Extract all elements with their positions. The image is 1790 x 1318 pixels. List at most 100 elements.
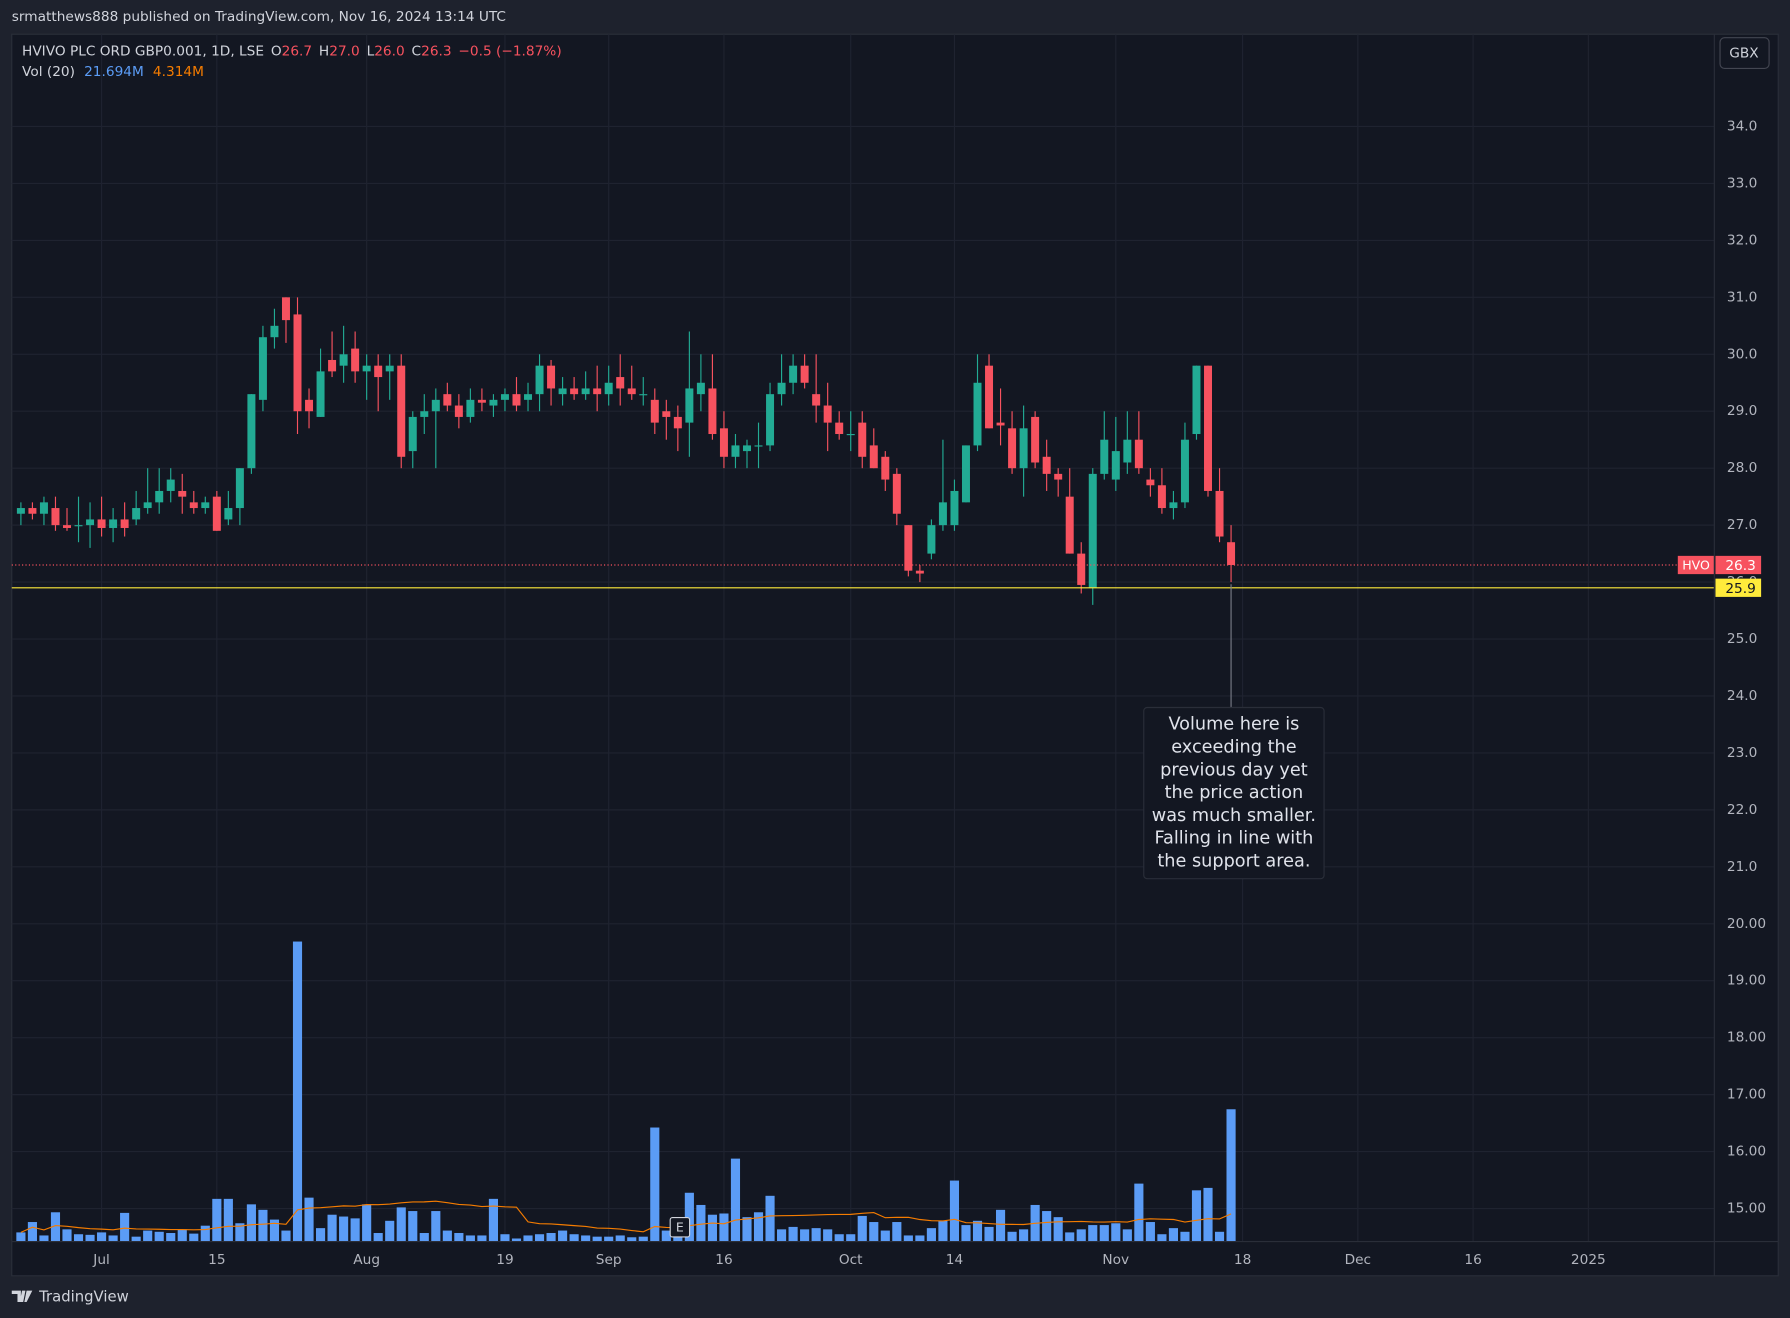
candle-body: [938, 502, 947, 526]
chart-frame: [11, 33, 1779, 1277]
volume-bar: [558, 1230, 568, 1242]
candle-body: [489, 399, 498, 406]
volume-bar: [500, 1234, 510, 1242]
y-tick-label: 33.0: [1727, 175, 1757, 191]
candle-body: [754, 445, 763, 447]
candle-body: [408, 416, 417, 452]
volume-bar: [419, 1233, 429, 1242]
candle-body: [362, 365, 371, 372]
currency-button[interactable]: [1719, 37, 1770, 70]
legend-key: H: [319, 43, 329, 59]
volume-bar: [1180, 1231, 1190, 1242]
candle-body: [800, 365, 809, 383]
candle-body: [281, 297, 290, 321]
volume-bar: [627, 1237, 637, 1242]
candle-body: [904, 525, 913, 571]
candle-body: [766, 394, 775, 446]
candle-body: [86, 519, 95, 526]
legend-value: 26.0: [374, 43, 404, 59]
volume-bar: [1214, 1231, 1225, 1242]
volume-bar: [765, 1195, 775, 1242]
x-tick-label: 2025: [1571, 1252, 1606, 1268]
x-tick-label: 16: [715, 1252, 732, 1268]
volume-legend: Vol (20) 21.694M 4.314M: [22, 64, 204, 80]
volume-bar: [834, 1234, 844, 1242]
volume-bar: [880, 1230, 890, 1242]
y-tick-label: 31.0: [1727, 289, 1757, 305]
volume-bar: [1007, 1231, 1017, 1242]
volume-bar: [707, 1214, 717, 1242]
candle-body: [927, 525, 936, 554]
volume-bar: [788, 1226, 798, 1242]
candle-body: [420, 411, 429, 417]
volume-bar: [223, 1198, 233, 1242]
volume-bar: [719, 1213, 729, 1242]
published-line: srmatthews888 published on TradingView.c…: [12, 9, 506, 25]
earnings-marker-box: [669, 1217, 691, 1238]
volume-bar: [189, 1233, 199, 1242]
candle-body: [500, 394, 509, 400]
candle-body: [593, 388, 602, 395]
candle-body: [224, 508, 233, 520]
candle-body: [996, 422, 1005, 426]
candle-body: [328, 359, 337, 372]
candle-body: [1169, 502, 1178, 509]
volume-bar: [823, 1229, 833, 1242]
volume-bar: [1145, 1222, 1155, 1242]
volume-bar: [777, 1229, 787, 1242]
candle-body: [385, 365, 394, 372]
candle-body: [1065, 496, 1074, 554]
volume-bar: [1076, 1229, 1086, 1242]
volume-bar: [108, 1235, 118, 1242]
volume-bar: [546, 1233, 556, 1242]
last-price-label: 26.3: [1725, 558, 1755, 574]
symbol-legend: HVIVO PLC ORD GBP0.001, 1D, LSE O26.7 H27.…: [22, 43, 562, 59]
y-tick-label: 21.0: [1727, 859, 1757, 875]
currency-label[interactable]: GBX: [1729, 46, 1758, 62]
candle-body: [858, 422, 867, 457]
candle-body: [1031, 416, 1040, 463]
annotation-line: previous day yet: [1160, 760, 1308, 780]
candle-body: [28, 508, 37, 514]
candle-body: [305, 399, 314, 412]
volume-bar: [742, 1217, 752, 1242]
x-tick-label: Nov: [1102, 1252, 1129, 1268]
candle-body: [881, 456, 890, 480]
volume-bar: [1111, 1223, 1121, 1242]
annotation-line: the support area.: [1157, 852, 1310, 872]
volume-bar: [1019, 1229, 1029, 1242]
volume-bar: [753, 1212, 764, 1242]
volume-bar: [811, 1228, 821, 1242]
volume-bar: [534, 1234, 545, 1242]
candle-body: [1227, 542, 1236, 565]
candle-body: [812, 394, 821, 406]
volume-bar: [281, 1230, 291, 1242]
candle-body: [1042, 456, 1051, 474]
candle-body: [1215, 490, 1224, 537]
y-tick-label: 23.0: [1727, 745, 1757, 761]
x-tick-label: Aug: [353, 1252, 380, 1268]
y-tick-label: 32.0: [1727, 232, 1757, 248]
volume-bar: [523, 1235, 533, 1242]
candle-body: [1204, 365, 1213, 491]
volume-bar: [592, 1236, 602, 1242]
candle-body: [1146, 479, 1155, 486]
volume-bar: [730, 1158, 741, 1242]
candle-body: [1180, 439, 1189, 503]
candle-body: [558, 388, 567, 395]
brand-logo: [11, 1290, 33, 1303]
annotation-line: exceeding the: [1171, 737, 1296, 757]
x-tick-label: Sep: [596, 1252, 622, 1268]
volume-bar: [892, 1222, 902, 1242]
volume-bar: [315, 1228, 326, 1242]
volume-bar: [269, 1219, 280, 1242]
candle-body: [143, 502, 152, 509]
candle-body: [39, 502, 48, 514]
candle-body: [1123, 439, 1132, 463]
legend-value: 27.0: [329, 43, 359, 59]
candle-body: [270, 325, 279, 338]
candle-body: [547, 365, 556, 389]
symbol-tag: HVO: [1682, 558, 1710, 573]
volume-bar: [569, 1234, 579, 1242]
x-tick-label: 18: [1234, 1252, 1251, 1268]
